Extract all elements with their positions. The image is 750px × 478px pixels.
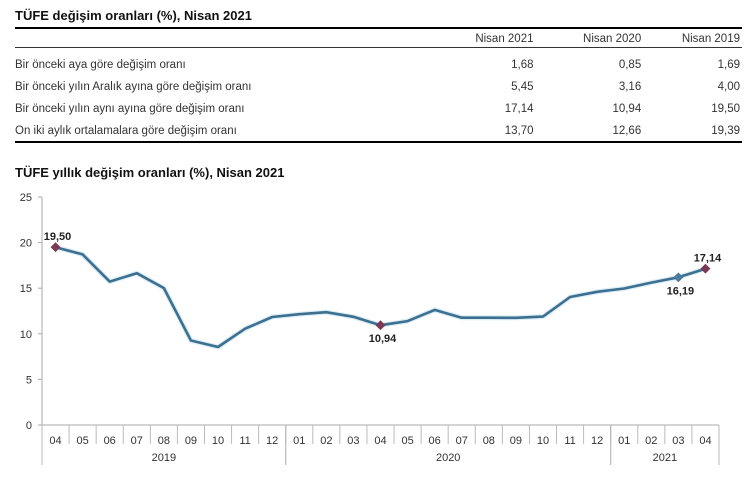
series-line-glow: [54, 244, 707, 350]
table-row: Bir önceki yılın Aralık ayına göre değiş…: [15, 76, 742, 98]
cell: 5,45: [511, 81, 534, 93]
x-tick-label: 04: [374, 435, 386, 447]
x-tick-label: 12: [591, 435, 603, 447]
y-tick-label: 10: [20, 329, 32, 341]
cell: 0,85: [618, 59, 642, 71]
data-label: 17,14: [694, 253, 722, 265]
table-title: TÜFE değişim oranları (%), Nisan 2021: [15, 8, 252, 23]
x-tick-label: 08: [483, 435, 495, 447]
series-line: [55, 245, 706, 349]
table-header-row: Nisan 2021 Nisan 2020 Nisan 2019: [15, 30, 742, 48]
column-header: Nisan 2020: [583, 33, 642, 45]
y-tick-label: 0: [26, 420, 32, 432]
cell: 1,69: [717, 59, 740, 71]
x-tick-label: 04: [49, 435, 61, 447]
rates-table: Nisan 2021 Nisan 2020 Nisan 2019 Bir önc…: [15, 30, 742, 142]
x-tick-label: 05: [76, 435, 88, 447]
x-tick-label: 06: [429, 435, 441, 447]
row-label: On iki aylık ortalamalara göre değişim o…: [15, 125, 237, 137]
x-tick-label: 08: [158, 435, 170, 447]
x-tick-label: 05: [401, 435, 413, 447]
x-tick-label: 07: [456, 435, 468, 447]
data-label: 10,94: [369, 333, 397, 345]
x-tick-label: 02: [645, 435, 657, 447]
cell: 3,16: [618, 81, 642, 93]
x-tick-label: 10: [537, 435, 549, 447]
table-title-underline: [15, 27, 742, 29]
x-tick-label: 02: [320, 435, 332, 447]
year-label: 2021: [653, 452, 677, 464]
data-point-marker: [700, 263, 711, 274]
x-tick-label: 03: [347, 435, 359, 447]
cell: 19,50: [711, 103, 740, 115]
row-label: Bir önceki yılın Aralık ayına göre değiş…: [15, 81, 252, 93]
row-label: Bir önceki yılın aynı ayına göre değişim…: [15, 103, 245, 115]
data-point-marker: [50, 242, 61, 253]
table-row: On iki aylık ortalamalara göre değişim o…: [15, 120, 742, 142]
x-tick-label: 12: [266, 435, 278, 447]
x-tick-label: 07: [131, 435, 143, 447]
cell: 17,14: [504, 103, 534, 115]
data-label: 19,50: [44, 231, 72, 243]
chart-title: TÜFE yıllık değişim oranları (%), Nisan …: [15, 165, 285, 180]
data-label: 16,19: [667, 285, 695, 297]
table-header-rule: [15, 47, 742, 48]
data-point-marker: [673, 272, 684, 283]
table-row: Bir önceki aya göre değişim oranı 1,68 0…: [15, 54, 742, 76]
year-label: 2020: [436, 452, 460, 464]
x-tick-label: 06: [104, 435, 116, 447]
data-point-marker: [375, 320, 386, 331]
x-tick-label: 10: [212, 435, 224, 447]
x-tick-label: 09: [185, 435, 197, 447]
x-tick-label: 04: [699, 435, 711, 447]
cell: 10,94: [612, 103, 642, 115]
table-row: Bir önceki yılın aynı ayına göre değişim…: [15, 98, 742, 120]
column-header: Nisan 2021: [475, 33, 534, 45]
cell: 12,66: [612, 125, 642, 137]
x-tick-label: 01: [618, 435, 630, 447]
column-header: Nisan 2019: [681, 33, 740, 45]
cell: 4,00: [717, 81, 740, 93]
y-tick-label: 25: [20, 192, 32, 204]
x-tick-label: 11: [239, 435, 250, 447]
cell: 1,68: [511, 59, 534, 71]
table-bottom-rule: [15, 141, 742, 143]
row-label: Bir önceki aya göre değişim oranı: [15, 59, 186, 71]
x-tick-label: 09: [510, 435, 522, 447]
y-tick-label: 20: [20, 238, 32, 250]
year-label: 2019: [152, 452, 176, 464]
y-tick-label: 15: [20, 283, 32, 295]
x-tick-label: 11: [564, 435, 575, 447]
y-tick-label: 5: [26, 374, 32, 386]
x-tick-label: 03: [672, 435, 684, 447]
cell: 13,70: [504, 125, 534, 137]
x-tick-label: 01: [293, 435, 305, 447]
cell: 19,39: [711, 125, 740, 137]
